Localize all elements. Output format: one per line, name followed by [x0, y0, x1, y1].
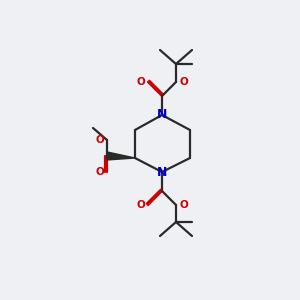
Text: O: O: [179, 200, 188, 210]
Text: N: N: [157, 109, 167, 122]
Text: O: O: [136, 200, 145, 210]
Text: O: O: [136, 77, 145, 87]
Text: O: O: [179, 77, 188, 87]
Text: O: O: [95, 135, 104, 145]
Text: O: O: [95, 167, 104, 177]
Text: N: N: [157, 166, 167, 178]
Polygon shape: [107, 152, 135, 160]
